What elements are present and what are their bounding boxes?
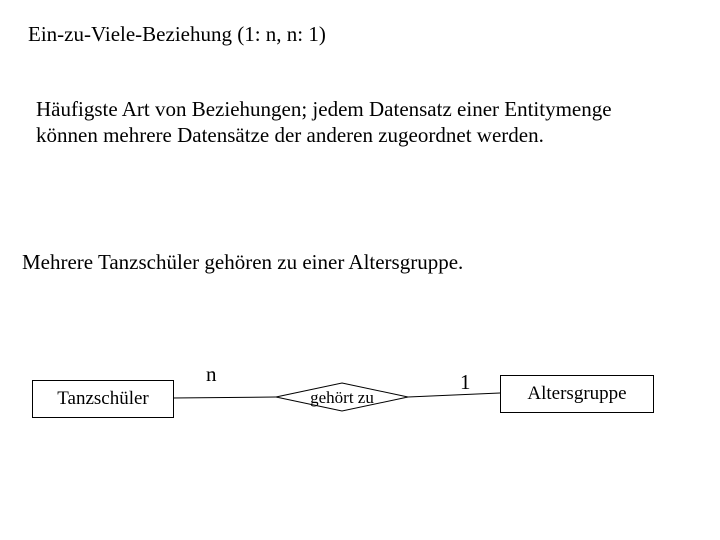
cardinality-1: 1 [460, 370, 471, 395]
entity-right-label: Altersgruppe [527, 383, 626, 405]
relationship-label: gehört zu [302, 388, 382, 408]
entity-altersgruppe: Altersgruppe [500, 375, 654, 413]
er-diagram: Tanzschüler Altersgruppe gehört zu n 1 [0, 0, 720, 540]
connector-left [172, 397, 276, 398]
connector-right [408, 393, 500, 397]
entity-left-label: Tanzschüler [57, 388, 149, 410]
diagram-svg [0, 0, 720, 540]
cardinality-n: n [206, 362, 217, 387]
entity-tanzschueler: Tanzschüler [32, 380, 174, 418]
